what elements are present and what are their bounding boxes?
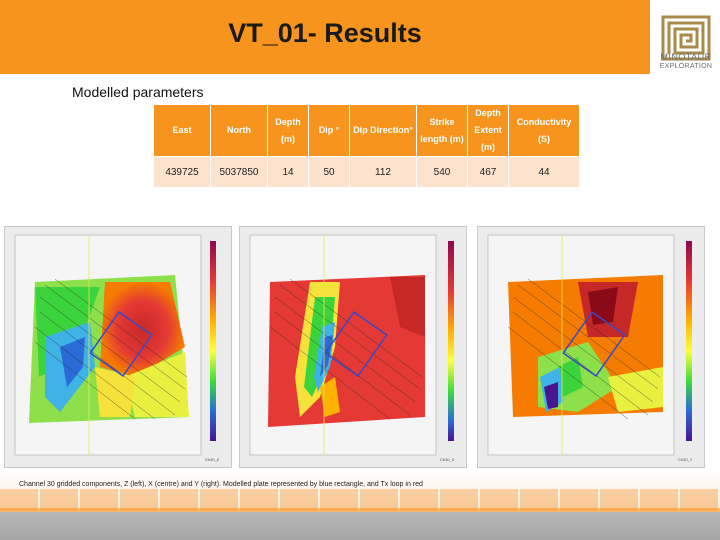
header-east: East (153, 104, 211, 157)
section-subtitle: Modelled parameters (72, 84, 204, 100)
footer-accent-strip (0, 508, 720, 513)
logo-line1: MINOTAUR (660, 52, 712, 62)
map-z-label: Ch30_Z (205, 457, 220, 462)
map-y-label: Ch30_Y (678, 457, 693, 462)
parameters-table: East North Depth (m) Dip ° Dip Direction… (153, 104, 580, 188)
header-dip-direction: Dip Direction° (349, 104, 417, 157)
map-x-component: Ch30_X (239, 226, 467, 468)
cell-depth: 14 (267, 156, 309, 188)
figure-caption: Channel 30 gridded components, Z (left),… (19, 481, 423, 488)
cell-dip: 50 (308, 156, 350, 188)
table-header-row: East North Depth (m) Dip ° Dip Direction… (153, 104, 580, 157)
cell-strike-length: 540 (416, 156, 468, 188)
footer-bar (0, 512, 720, 540)
header-depth: Depth (m) (267, 104, 309, 157)
cell-north: 5037850 (210, 156, 268, 188)
cell-depth-extent: 467 (467, 156, 509, 188)
table-row: 439725 5037850 14 50 112 540 467 44 (153, 156, 580, 188)
logo-line2: EXPLORATION (659, 63, 713, 70)
header-strike-length: Strike length (m) (416, 104, 468, 157)
header-depth-extent: Depth Extent (m) (467, 104, 509, 157)
map-x-label: Ch30_X (440, 457, 455, 462)
page-title: VT_01- Results (228, 18, 422, 48)
cell-east: 439725 (153, 156, 211, 188)
map-z-component: Ch30_Z (4, 226, 232, 468)
title-bar: VT_01- Results (0, 0, 650, 74)
periodic-table-decoration (0, 489, 718, 511)
header-dip: Dip ° (308, 104, 350, 157)
header-north: North (210, 104, 268, 157)
cell-dip-direction: 112 (349, 156, 417, 188)
logo-text: MINOTAUR EXPLORATION (652, 52, 720, 72)
cell-conductivity: 44 (508, 156, 580, 188)
minotaur-maze-logo-icon (661, 15, 711, 61)
header-conductivity: Conductivity (S) (508, 104, 580, 157)
map-y-component: Ch30_Y (477, 226, 705, 468)
